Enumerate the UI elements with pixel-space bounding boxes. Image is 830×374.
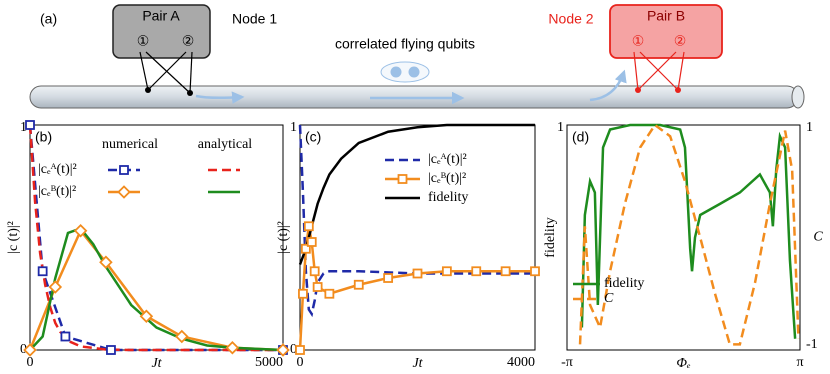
marker (324, 288, 335, 299)
marker (300, 243, 311, 254)
legend-marker (397, 174, 408, 184)
panel-label: (a) (40, 11, 57, 27)
series-line (298, 123, 535, 265)
plot-frame (299, 124, 536, 351)
coupling-point (675, 87, 681, 93)
marker (306, 237, 317, 247)
coupling-point (635, 87, 641, 93)
marker (37, 266, 48, 277)
x-tick-label: 0 (297, 355, 304, 370)
marker (303, 221, 314, 232)
y-axis-label: |c (t)|² (276, 221, 291, 254)
coupling-point (145, 87, 151, 93)
x-axis-label: Φₑ (676, 356, 691, 371)
qubit: ① (632, 33, 645, 49)
legend-marker (117, 185, 131, 199)
x-axis-label: Jt (412, 356, 423, 371)
marker (309, 266, 320, 277)
x-axis-label: Jt (151, 356, 162, 371)
plot-area (578, 123, 800, 346)
y-axis-label: fidelity (543, 217, 558, 257)
plot-frame (566, 124, 801, 351)
couplings-b (633, 51, 685, 91)
pair-b-box (609, 4, 723, 59)
legend-label: |cₑᴬ(t)|² (428, 152, 467, 167)
marker (225, 340, 240, 355)
node-2: Node 2 (548, 11, 593, 27)
qubit: ① (137, 33, 150, 49)
waveguide-end (791, 85, 805, 109)
qubit: ② (182, 33, 195, 49)
marker (25, 120, 35, 130)
legend-label: |cₑᴮ(t)|² (38, 184, 76, 199)
photon-icon (380, 61, 430, 83)
y-tick-label: 0 (290, 342, 297, 357)
legend-marker (119, 165, 129, 175)
marker (530, 266, 540, 277)
series-line (298, 124, 535, 318)
marker (139, 309, 154, 324)
panel-label: (d) (572, 129, 589, 145)
y-tick-label: 1 (557, 120, 564, 135)
marker (312, 282, 323, 292)
marker (353, 279, 364, 290)
photon (408, 66, 420, 78)
marker (383, 273, 394, 283)
marker (48, 280, 63, 294)
y-tick-label: 0 (20, 342, 27, 357)
node-1: Node 1 (232, 11, 277, 27)
legend-header: numerical (102, 137, 158, 152)
qubit: ② (674, 33, 687, 49)
legend-label: |cₑᴮ(t)|² (428, 171, 466, 186)
marker (295, 345, 305, 355)
couplings-a (139, 51, 193, 94)
coupling-point (187, 90, 193, 96)
panel-label: (b) (35, 129, 52, 145)
pair-a-label: Pair A (142, 8, 180, 24)
pair-b-label: Pair B (647, 8, 685, 24)
y2-tick-label: 1 (806, 120, 813, 135)
marker (60, 331, 71, 342)
marker (471, 266, 482, 277)
marker (106, 345, 116, 355)
pair-a-box (112, 4, 211, 59)
x-tick-label: 4000 (507, 355, 535, 370)
caption: correlated flying qubits (335, 36, 475, 52)
photon (390, 66, 402, 78)
series-line (580, 123, 797, 339)
panel-label: (c) (305, 129, 321, 145)
plot-area (28, 124, 284, 352)
y-tick-label: 1 (290, 120, 297, 135)
x-tick-label: 0 (27, 355, 34, 370)
arrows (195, 69, 627, 105)
legend-label: fidelity (428, 190, 468, 205)
x-tick-label: 5000 (255, 355, 283, 370)
legend-header: analytical (198, 137, 253, 152)
marker (99, 255, 113, 270)
marker (412, 268, 423, 279)
y2-axis-label: C (813, 230, 823, 245)
legend-label: |cₑᴬ(t)|² (38, 162, 77, 177)
marker (73, 223, 88, 238)
y2-tick-label: -1 (806, 337, 818, 352)
legend-label: C (604, 291, 614, 306)
series-line (298, 226, 535, 351)
marker (298, 288, 308, 299)
y-tick-label: 1 (20, 120, 27, 135)
marker (23, 343, 37, 357)
x-tick-label: π (796, 355, 803, 370)
marker (441, 266, 452, 277)
y-axis-label: |c (t)|² (6, 221, 21, 254)
marker (175, 329, 189, 344)
x-tick-label: -π (561, 355, 573, 370)
panel-a: (a) Pair A ① ② Node 1 correlated flying … (29, 4, 805, 109)
legend-label: fidelity (604, 276, 644, 291)
marker (276, 343, 290, 357)
marker (500, 266, 511, 277)
